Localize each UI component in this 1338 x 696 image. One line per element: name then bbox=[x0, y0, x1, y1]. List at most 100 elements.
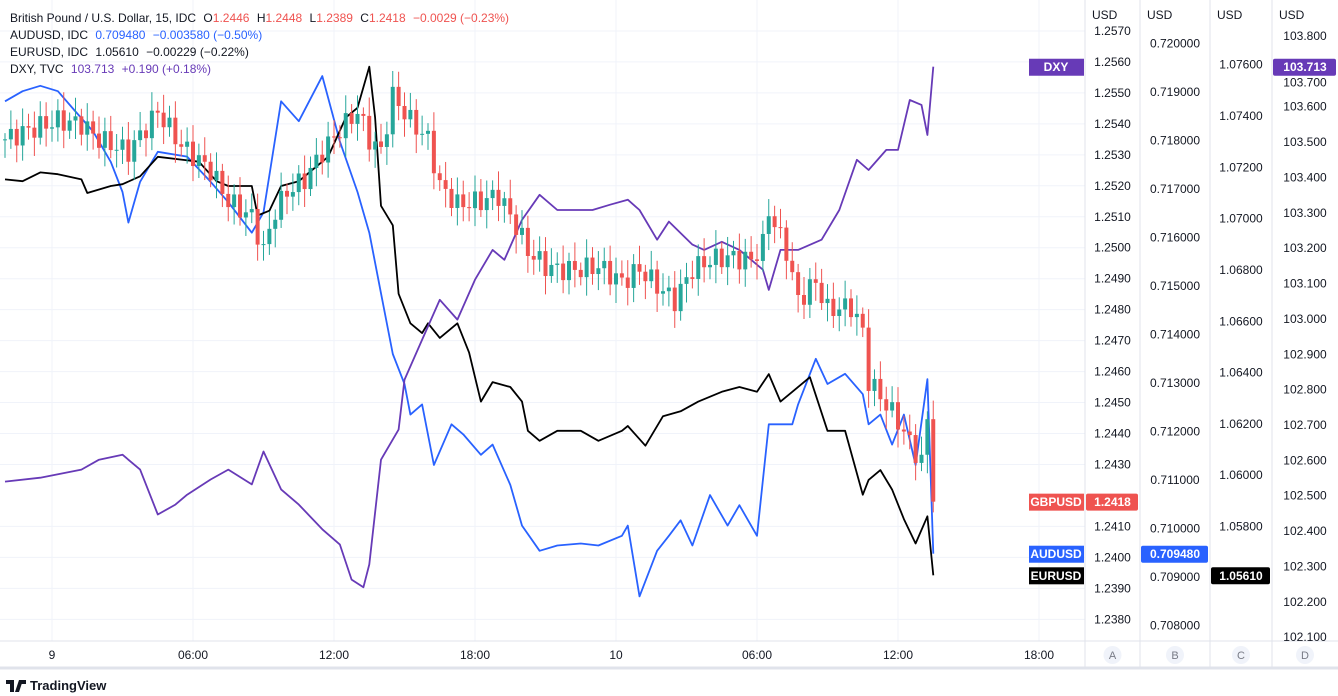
candle-body[interactable] bbox=[373, 141, 378, 150]
candle-body[interactable] bbox=[108, 131, 113, 151]
candle-body[interactable] bbox=[678, 283, 683, 312]
candle-body[interactable] bbox=[467, 207, 472, 209]
candle-body[interactable] bbox=[672, 287, 677, 312]
candle-body[interactable] bbox=[8, 128, 13, 140]
series-line-audusd[interactable] bbox=[4, 75, 935, 598]
candle-body[interactable] bbox=[514, 214, 519, 235]
candle-body[interactable] bbox=[849, 298, 853, 318]
candle-body[interactable] bbox=[561, 263, 566, 281]
candle-body[interactable] bbox=[238, 194, 242, 218]
candle-body[interactable] bbox=[149, 110, 154, 139]
candle-body[interactable] bbox=[860, 313, 865, 328]
candle-body[interactable] bbox=[655, 269, 660, 294]
candle-body[interactable] bbox=[555, 263, 560, 265]
candle-body[interactable] bbox=[708, 264, 712, 268]
candle-body[interactable] bbox=[314, 154, 319, 168]
candle-body[interactable] bbox=[813, 279, 818, 283]
candle-body[interactable] bbox=[144, 130, 148, 139]
candle-body[interactable] bbox=[255, 209, 260, 245]
candle-body[interactable] bbox=[749, 251, 754, 260]
legend-audusd[interactable]: AUDUSD, IDC 0.709480 −0.003580 (−0.50%) bbox=[10, 27, 513, 44]
candle-body[interactable] bbox=[249, 209, 254, 213]
candle-body[interactable] bbox=[384, 134, 389, 147]
candle-body[interactable] bbox=[778, 227, 783, 229]
candle-body[interactable] bbox=[825, 298, 830, 304]
scale-letter-button[interactable] bbox=[1296, 646, 1314, 664]
candle-body[interactable] bbox=[567, 260, 571, 281]
candle-body[interactable] bbox=[214, 170, 219, 181]
candle-body[interactable] bbox=[296, 173, 301, 193]
candle-body[interactable] bbox=[831, 298, 836, 317]
candle-body[interactable] bbox=[531, 255, 536, 260]
candle-body[interactable] bbox=[872, 378, 877, 391]
price-scale-c[interactable]: 1.07600 1.07400 1.07200 1.07000 1.06800 1.066… bbox=[1209, 0, 1271, 668]
candle-body[interactable] bbox=[684, 277, 689, 284]
candle-body[interactable] bbox=[437, 173, 442, 181]
candle-body[interactable] bbox=[126, 139, 131, 162]
candle-body[interactable] bbox=[337, 137, 342, 139]
candle-body[interactable] bbox=[737, 250, 742, 270]
candle-body[interactable] bbox=[578, 269, 583, 278]
candle-body[interactable] bbox=[379, 141, 383, 147]
candle-body[interactable] bbox=[191, 141, 195, 167]
candle-body[interactable] bbox=[202, 155, 207, 162]
candle-body[interactable] bbox=[390, 86, 395, 135]
candle-body[interactable] bbox=[649, 269, 654, 282]
candle-body[interactable] bbox=[179, 144, 184, 147]
candle-body[interactable] bbox=[614, 273, 618, 285]
scale-letter-button[interactable] bbox=[1232, 646, 1250, 664]
candle-body[interactable] bbox=[61, 110, 66, 131]
chart-canvas[interactable]: 1.2570 1.2560 1.2550 1.2540 1.2530 1.2520 1.25… bbox=[0, 0, 1338, 670]
candle-body[interactable] bbox=[637, 264, 642, 272]
legend-dxy[interactable]: DXY, TVC 103.713 +0.190 (+0.18%) bbox=[10, 61, 513, 78]
candle-body[interactable] bbox=[543, 251, 548, 277]
candle-body[interactable] bbox=[631, 264, 636, 288]
candle-body[interactable] bbox=[155, 110, 160, 113]
candle-body[interactable] bbox=[232, 194, 237, 208]
candle-body[interactable] bbox=[220, 170, 225, 194]
candle-body[interactable] bbox=[643, 271, 648, 282]
candle-body[interactable] bbox=[884, 399, 889, 411]
candle-body[interactable] bbox=[878, 378, 883, 400]
candle-body[interactable] bbox=[20, 126, 25, 146]
candle-body[interactable] bbox=[508, 198, 513, 215]
candle-body[interactable] bbox=[138, 130, 143, 141]
legend-gbpusd[interactable]: British Pound / U.S. Dollar, 15, IDC O1.… bbox=[10, 10, 513, 27]
candle-body[interactable] bbox=[919, 454, 924, 463]
candle-body[interactable] bbox=[320, 154, 325, 163]
candle-body[interactable] bbox=[743, 251, 748, 270]
candle-body[interactable] bbox=[866, 327, 871, 391]
candle-body[interactable] bbox=[661, 291, 665, 294]
candle-body[interactable] bbox=[361, 113, 366, 116]
candle-body[interactable] bbox=[807, 279, 812, 305]
candle-body[interactable] bbox=[666, 287, 671, 292]
candle-body[interactable] bbox=[414, 109, 419, 135]
scale-letter-button[interactable] bbox=[1103, 646, 1122, 664]
legend-eurusd[interactable]: EURUSD, IDC 1.05610 −0.00229 (−0.22%) bbox=[10, 44, 513, 61]
candle-body[interactable] bbox=[91, 121, 96, 134]
candle-body[interactable] bbox=[243, 212, 248, 218]
candle-body[interactable] bbox=[837, 309, 842, 317]
candle-body[interactable] bbox=[196, 155, 201, 167]
candle-body[interactable] bbox=[308, 167, 313, 190]
candle-body[interactable] bbox=[367, 115, 372, 150]
candle-body[interactable] bbox=[279, 190, 284, 220]
candle-body[interactable] bbox=[402, 106, 407, 120]
candle-body[interactable] bbox=[332, 136, 336, 138]
candle-body[interactable] bbox=[896, 402, 900, 430]
candle-body[interactable] bbox=[97, 133, 101, 148]
candle-body[interactable] bbox=[931, 419, 936, 502]
series-line-eurusd[interactable] bbox=[4, 65, 935, 576]
candle-body[interactable] bbox=[496, 189, 501, 206]
candle-body[interactable] bbox=[449, 188, 454, 208]
candle-body[interactable] bbox=[426, 130, 430, 134]
time-axis[interactable]: 9 06:00 12:00 18:00 10 06:00 12:00 18:00 bbox=[49, 648, 1055, 662]
candle-body[interactable] bbox=[549, 264, 554, 277]
candle-body[interactable] bbox=[3, 139, 7, 141]
candle-body[interactable] bbox=[120, 139, 125, 150]
candle-body[interactable] bbox=[802, 295, 806, 305]
candle-body[interactable] bbox=[396, 86, 401, 107]
candle-body[interactable] bbox=[819, 282, 824, 304]
candle-body[interactable] bbox=[731, 250, 736, 256]
candle-body[interactable] bbox=[102, 131, 107, 148]
